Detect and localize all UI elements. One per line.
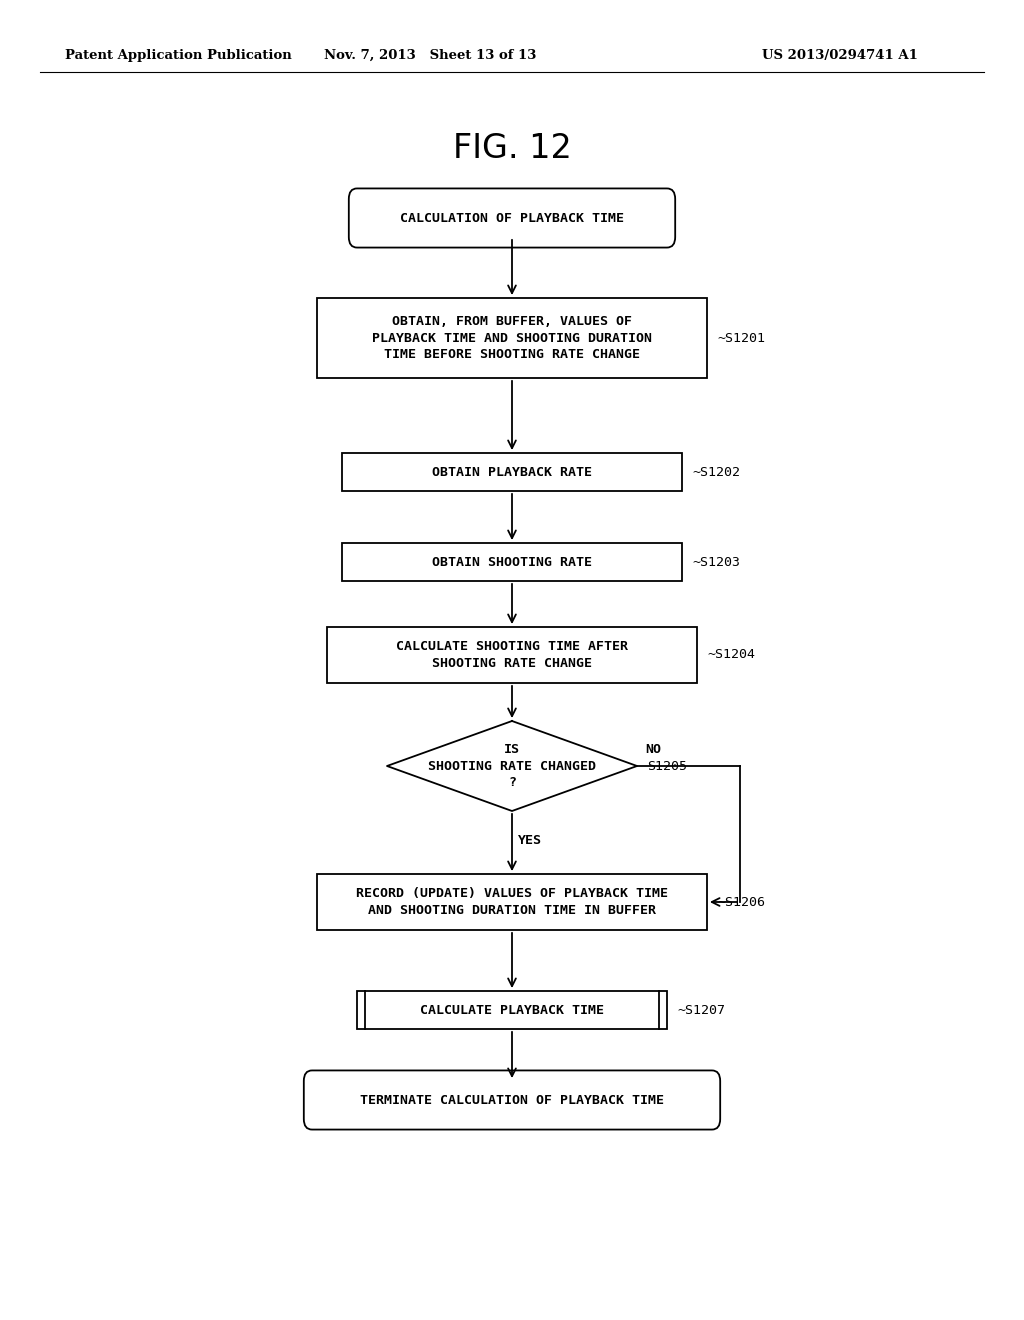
FancyBboxPatch shape [304, 1071, 720, 1130]
Text: IS
SHOOTING RATE CHANGED
?: IS SHOOTING RATE CHANGED ? [428, 743, 596, 789]
Text: ~S1204: ~S1204 [707, 648, 755, 661]
Text: Patent Application Publication: Patent Application Publication [65, 49, 292, 62]
Text: Nov. 7, 2013   Sheet 13 of 13: Nov. 7, 2013 Sheet 13 of 13 [324, 49, 537, 62]
FancyBboxPatch shape [349, 189, 675, 248]
Text: FIG. 12: FIG. 12 [453, 132, 571, 165]
Polygon shape [387, 721, 637, 810]
Text: ~S1206: ~S1206 [717, 895, 765, 908]
Text: OBTAIN SHOOTING RATE: OBTAIN SHOOTING RATE [432, 556, 592, 569]
Text: YES: YES [518, 833, 542, 846]
Text: ~S1202: ~S1202 [692, 466, 740, 479]
Text: US 2013/0294741 A1: US 2013/0294741 A1 [762, 49, 918, 62]
Text: ~S1201: ~S1201 [717, 331, 765, 345]
Text: ~S1207: ~S1207 [677, 1003, 725, 1016]
Bar [342, 453, 682, 491]
Text: ~S1203: ~S1203 [692, 556, 740, 569]
Text: S1205: S1205 [647, 759, 687, 772]
Text: CALCULATION OF PLAYBACK TIME: CALCULATION OF PLAYBACK TIME [400, 211, 624, 224]
Bar [317, 298, 707, 378]
Bar [317, 874, 707, 931]
Text: OBTAIN PLAYBACK RATE: OBTAIN PLAYBACK RATE [432, 466, 592, 479]
Bar [327, 627, 697, 682]
Text: OBTAIN, FROM BUFFER, VALUES OF
PLAYBACK TIME AND SHOOTING DURATION
TIME BEFORE S: OBTAIN, FROM BUFFER, VALUES OF PLAYBACK … [372, 315, 652, 360]
Text: TERMINATE CALCULATION OF PLAYBACK TIME: TERMINATE CALCULATION OF PLAYBACK TIME [360, 1093, 664, 1106]
Bar [357, 991, 667, 1030]
Text: CALCULATE SHOOTING TIME AFTER
SHOOTING RATE CHANGE: CALCULATE SHOOTING TIME AFTER SHOOTING R… [396, 640, 628, 669]
Bar [342, 543, 682, 581]
Text: RECORD (UPDATE) VALUES OF PLAYBACK TIME
AND SHOOTING DURATION TIME IN BUFFER: RECORD (UPDATE) VALUES OF PLAYBACK TIME … [356, 887, 668, 917]
Text: CALCULATE PLAYBACK TIME: CALCULATE PLAYBACK TIME [420, 1003, 604, 1016]
Text: NO: NO [645, 743, 662, 756]
